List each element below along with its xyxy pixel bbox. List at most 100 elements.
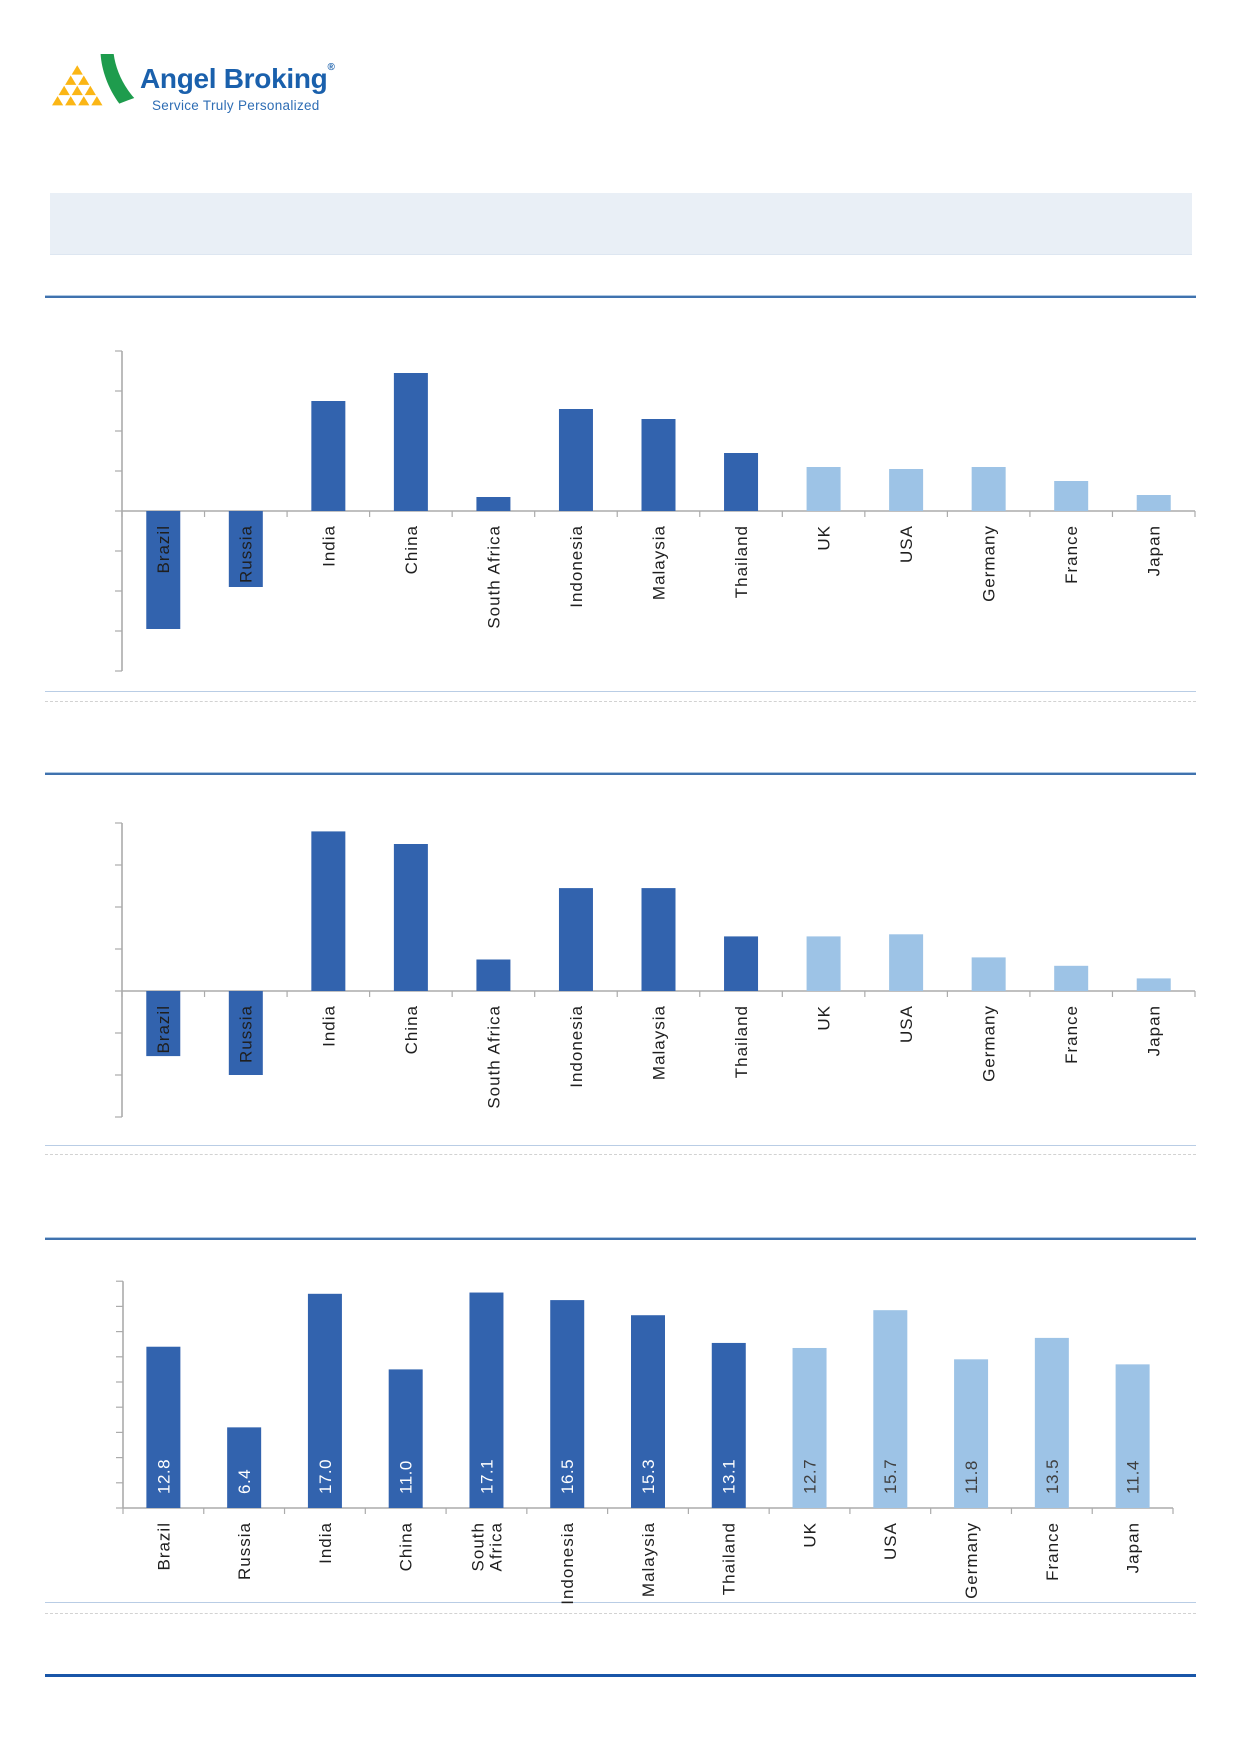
angel-broking-logo: Angel Broking® Service Truly Personalize… (52, 50, 382, 130)
category-label-malaysia: Malaysia (649, 1005, 668, 1080)
category-label-south-africa: South Africa (484, 1005, 503, 1109)
category-label-germany: Germany (980, 525, 999, 602)
category-label-usa: USA (897, 1005, 916, 1043)
category-label-usa: USA (881, 1522, 900, 1560)
data-label-usa: 15.7 (881, 1459, 900, 1494)
category-label-south-africa: South Africa (484, 525, 503, 629)
category-label-india: India (316, 1522, 335, 1564)
data-label-indonesia: 16.5 (558, 1459, 577, 1494)
bar-france (1054, 965, 1089, 991)
data-label-thailand: 13.1 (720, 1459, 739, 1494)
bar-japan (1115, 1364, 1150, 1508)
bar-uk (806, 467, 841, 511)
category-label-japan: Japan (1145, 525, 1164, 576)
category-label-brazil: Brazil (154, 1522, 173, 1571)
category-label-russia: Russia (237, 1005, 256, 1063)
category-label-malaysia: Malaysia (639, 1522, 658, 1597)
data-label-france: 13.5 (1043, 1459, 1062, 1494)
bar-malaysia (631, 1315, 665, 1508)
bar-brazil (146, 511, 181, 629)
section-1-header-rule (45, 296, 1196, 298)
data-label-japan: 11.4 (1124, 1460, 1143, 1494)
data-label-uk: 12.7 (800, 1459, 819, 1494)
category-label-thailand: Thailand (732, 1005, 751, 1078)
data-label-russia: 6.4 (235, 1469, 254, 1494)
category-label-usa: USA (897, 525, 916, 563)
bar-usa (889, 934, 924, 991)
category-label-india: India (319, 1005, 338, 1047)
bar-south-africa (469, 1292, 504, 1508)
chart-1-bar-chart: Brazil Russia India China South Africa Indone… (115, 350, 1196, 672)
data-label-malaysia: 15.3 (639, 1459, 658, 1494)
section-1-bottom-rule (45, 691, 1196, 692)
data-label-brazil: 12.8 (154, 1459, 173, 1494)
category-label-france: France (1062, 525, 1081, 584)
bar-germany (971, 957, 1006, 991)
data-label-india: 17.0 (316, 1459, 335, 1494)
category-label-uk: UK (800, 1522, 819, 1548)
brand-name: Angel Broking (140, 63, 328, 94)
category-label-china: China (402, 525, 421, 574)
bar-thailand (711, 1342, 746, 1508)
section-2-dashed-rule (45, 1154, 1196, 1155)
bar-south-africa (476, 959, 511, 991)
chart-3-bar-chart: Brazil 12.8 Russia 6.4 India 17.0 China 11.0 Sou… (116, 1280, 1174, 1605)
bar-china (393, 373, 428, 511)
bar-usa (873, 1310, 908, 1508)
category-label-india: India (319, 525, 338, 567)
bar-russia (227, 1427, 262, 1508)
chart-2-bar-chart: Brazil Russia India China South Africa Indone… (115, 822, 1196, 1118)
category-label-japan: Japan (1145, 1005, 1164, 1056)
category-label-south-africa: South (468, 1522, 487, 1571)
category-label-japan: Japan (1124, 1522, 1143, 1573)
category-label-indonesia: Indonesia (567, 525, 586, 608)
category-label-indonesia: Indonesia (558, 1522, 577, 1605)
bar-uk (792, 1347, 827, 1508)
bar-india (307, 1293, 342, 1508)
bar-japan (1136, 978, 1171, 991)
bar-france (1054, 481, 1089, 511)
data-label-germany: 11.8 (962, 1460, 981, 1494)
bar-germany (954, 1359, 989, 1508)
bar-brazil (146, 1346, 181, 1508)
category-label-malaysia: Malaysia (649, 525, 668, 600)
logo-yellow-triangles (52, 65, 103, 106)
brand-wordmark: Angel Broking® (140, 62, 335, 95)
header-banner (50, 193, 1192, 255)
data-label-south-africa: 17.1 (477, 1459, 496, 1494)
bar-uk (806, 936, 841, 991)
category-label-france: France (1043, 1522, 1062, 1581)
bar-indonesia (558, 409, 593, 511)
bar-south-africa (476, 497, 511, 511)
footer-rule (45, 1674, 1196, 1677)
section-2-header-rule (45, 773, 1196, 775)
category-label-china: China (402, 1005, 421, 1054)
section-2-bottom-rule (45, 1145, 1196, 1146)
bar-germany (971, 467, 1006, 511)
category-label-brazil: Brazil (154, 1005, 173, 1054)
category-label-thailand: Thailand (720, 1522, 739, 1595)
bar-russia (228, 511, 263, 587)
bar-brazil (146, 991, 181, 1057)
bar-china (393, 844, 428, 991)
category-label-france: France (1062, 1005, 1081, 1064)
category-label-germany: Germany (962, 1522, 981, 1599)
bar-malaysia (641, 419, 676, 511)
section-3-header-rule (45, 1238, 1196, 1240)
category-label-germany: Germany (980, 1005, 999, 1082)
registered-mark: ® (327, 62, 335, 73)
bar-thailand (724, 453, 759, 511)
category-label-uk: UK (815, 1005, 834, 1031)
category-label-brazil: Brazil (154, 525, 173, 574)
logo-green-swoosh (100, 54, 135, 104)
bar-india (311, 401, 346, 511)
category-label-uk: UK (815, 525, 834, 551)
category-label-china: China (397, 1522, 416, 1571)
category-label-indonesia: Indonesia (567, 1005, 586, 1088)
bar-malaysia (641, 888, 676, 991)
bar-france (1034, 1337, 1069, 1508)
section-1-dashed-rule (45, 701, 1196, 702)
data-label-china: 11.0 (397, 1460, 416, 1494)
bar-usa (889, 469, 924, 511)
